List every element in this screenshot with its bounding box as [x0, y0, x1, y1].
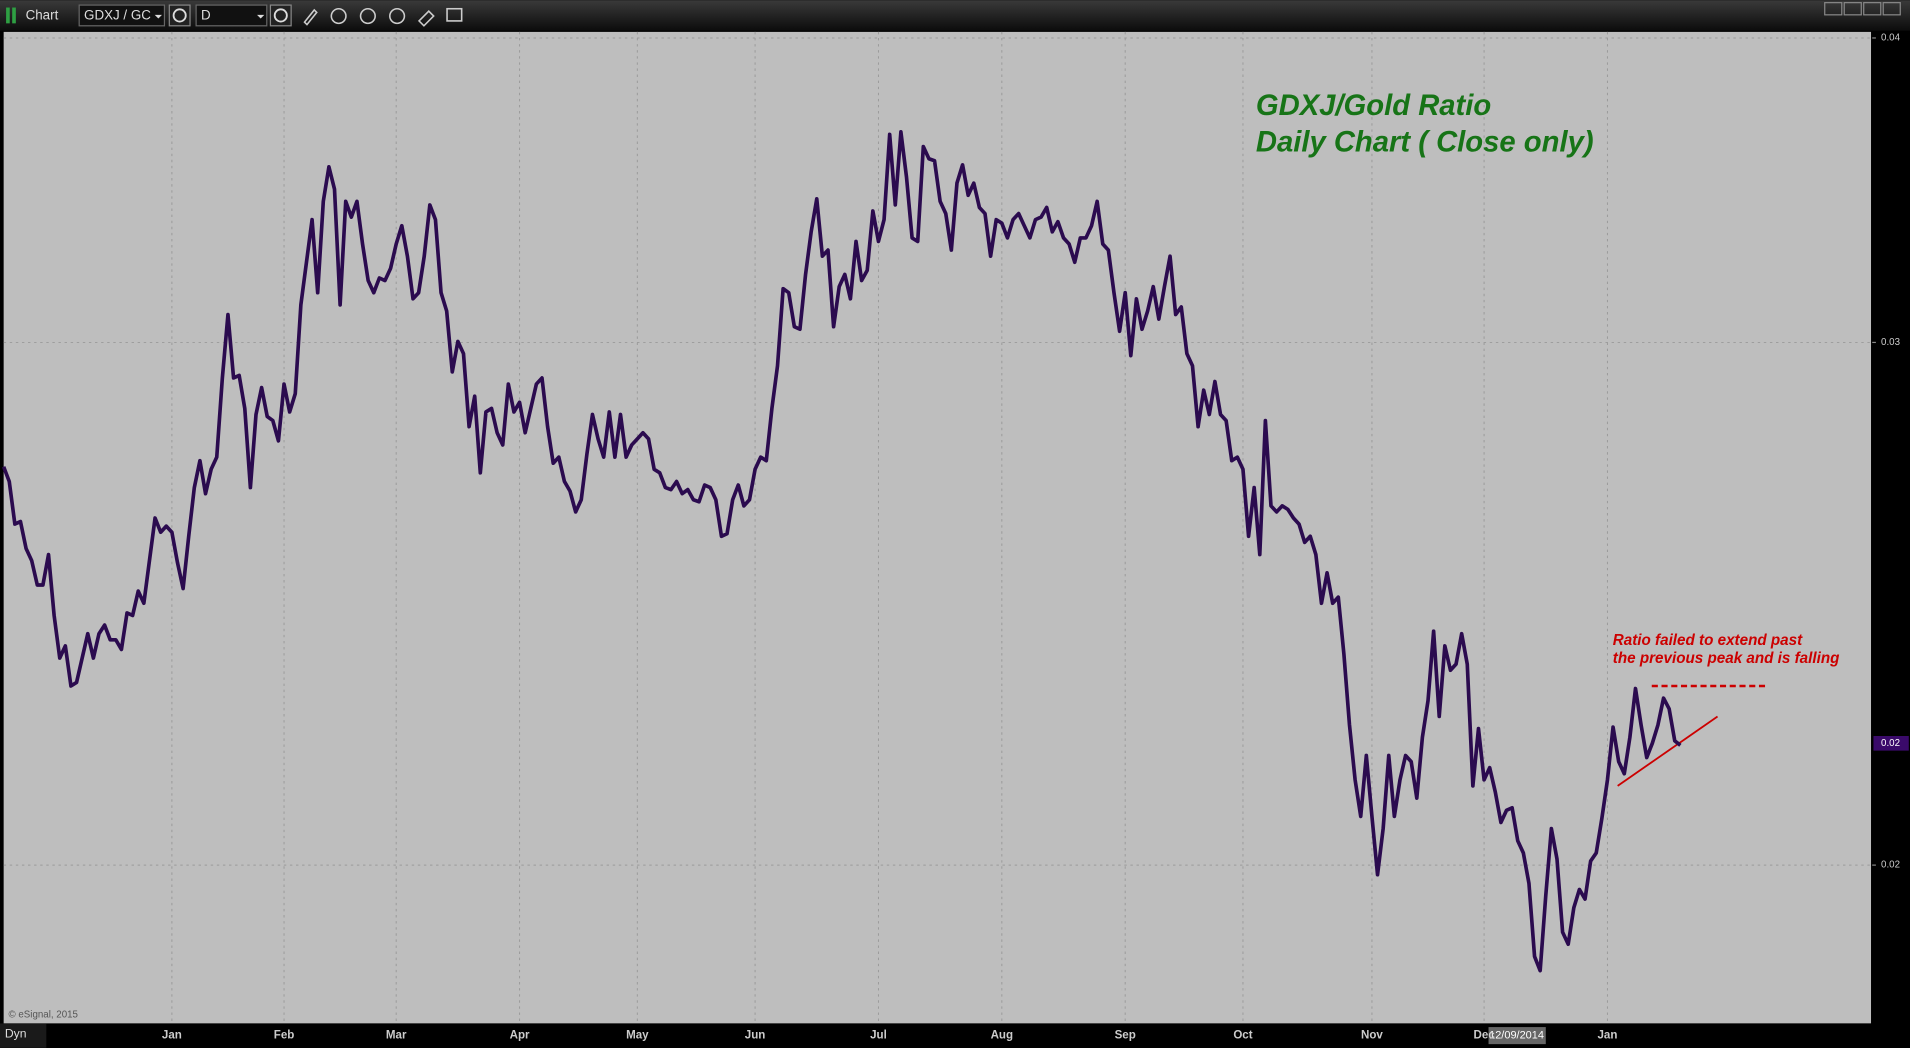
eraser-tool[interactable]	[417, 10, 435, 27]
minimize-button[interactable]	[1843, 2, 1862, 16]
x-tick-label: Aug	[991, 1030, 1013, 1042]
x-axis-strip	[0, 1023, 1910, 1048]
maximize-button[interactable]	[1863, 2, 1882, 16]
annotation: Ratio failed to extend past	[1613, 632, 1803, 649]
last-value-label: 0.02	[1881, 738, 1900, 749]
x-tick-label: Mar	[386, 1030, 407, 1042]
dropdown-arrow	[257, 14, 265, 19]
close-button[interactable]	[1882, 2, 1901, 16]
x-tick-label: Nov	[1361, 1030, 1383, 1042]
x-tick-label: Apr	[510, 1030, 530, 1042]
x-tick-label: Sep	[1115, 1030, 1136, 1042]
tool-icons	[303, 7, 463, 27]
x-tick-label: Jan	[1597, 1030, 1617, 1042]
x-tick-label: Jul	[870, 1030, 887, 1042]
zoom-tool[interactable]	[389, 7, 406, 25]
interval[interactable]: D	[201, 8, 211, 23]
cycle-tool[interactable]	[330, 7, 347, 25]
ratio-line	[1, 130, 1682, 973]
draw-tool[interactable]	[303, 8, 318, 26]
settings-icon	[172, 8, 187, 23]
x-tick-label: Dec	[1473, 1030, 1495, 1042]
settings-button[interactable]	[168, 4, 191, 27]
y-axis-strip	[1872, 31, 1910, 1048]
mode-box[interactable]	[0, 1023, 47, 1048]
app-icon	[12, 7, 16, 24]
cursor-date-box	[1488, 1027, 1546, 1045]
x-tick-label: Jun	[745, 1030, 766, 1042]
y-tick-label: 0.02	[1881, 860, 1900, 871]
play-tool[interactable]	[359, 7, 376, 25]
interval-box[interactable]	[195, 4, 268, 27]
x-tick-label: Feb	[274, 1030, 295, 1042]
toolbar	[0, 0, 1910, 31]
chart-subtitle: Daily Chart ( Close only)	[1256, 127, 1594, 159]
restore-button[interactable]	[1824, 2, 1843, 16]
axes: 0.04 0.03 0.02 Jan Feb Mar Apr May Jun Jul Aug Sep O…	[162, 33, 1909, 1042]
x-tick-label: May	[626, 1030, 649, 1042]
window-controls	[1824, 2, 1901, 16]
time-icon	[273, 8, 288, 23]
x-tick-label: Jan	[162, 1030, 182, 1042]
symbol[interactable]: GDXJ / GC	[84, 8, 151, 23]
chart-title: GDXJ/Gold Ratio	[1256, 90, 1491, 122]
last-value-box	[1873, 736, 1909, 751]
y-tick-label: 0.04	[1881, 33, 1901, 44]
plot-area	[3, 31, 1872, 1024]
app-icon	[6, 7, 10, 24]
annotation: the previous peak and is falling	[1613, 650, 1840, 667]
x-tick-label: Oct	[1233, 1030, 1252, 1042]
trend-line	[1617, 715, 1719, 787]
y-tick-label: 0.03	[1881, 337, 1900, 348]
mode[interactable]: Dyn	[5, 1027, 27, 1041]
note-tool[interactable]	[446, 7, 463, 22]
cursor-date: 12/09/2014	[1489, 1029, 1544, 1041]
symbol-box[interactable]	[78, 4, 166, 27]
window-title: Chart	[26, 8, 59, 23]
copyright: © eSignal, 2015	[9, 1009, 78, 1020]
dropdown-arrow	[154, 14, 163, 19]
time-button[interactable]	[269, 4, 292, 27]
